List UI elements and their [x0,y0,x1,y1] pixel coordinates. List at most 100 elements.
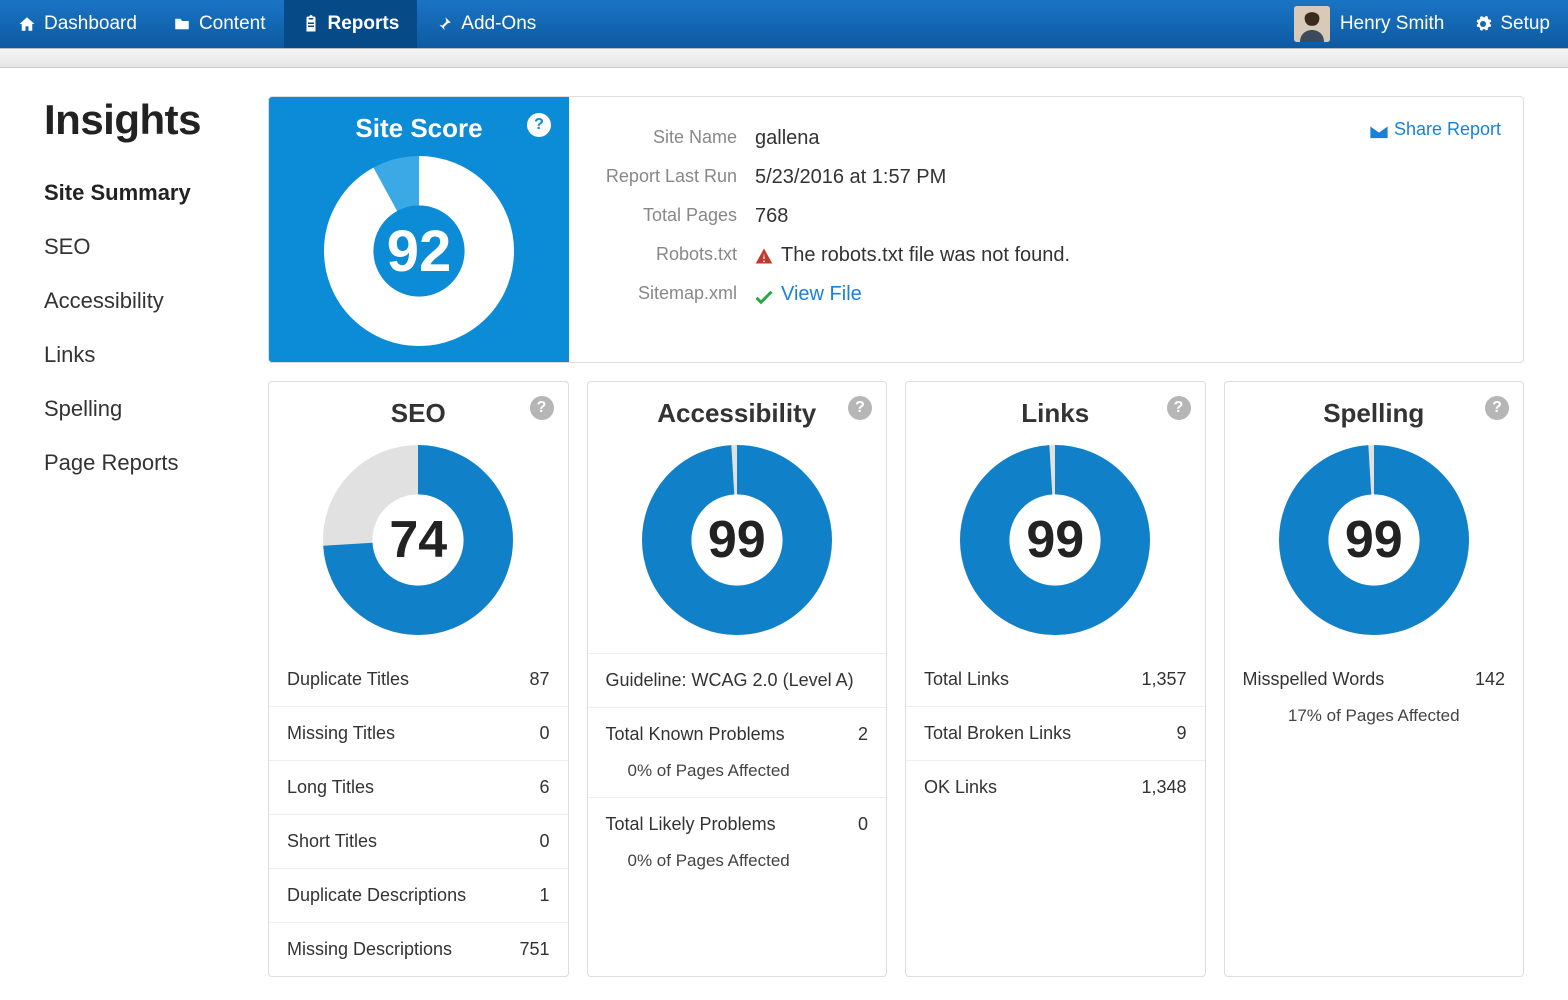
guideline-text: Guideline: WCAG 2.0 (Level A) [588,653,887,707]
site-score-donut: 92 [324,156,514,346]
score-donut: 74 [323,445,513,635]
card-footer: 17% of Pages Affected [1225,706,1524,742]
stat-label: Total Links [924,669,1009,690]
stat-row[interactable]: Short Titles 0 [269,814,568,868]
warning-icon [755,247,773,265]
stat-value: 142 [1475,669,1505,690]
sidebar-item-links[interactable]: Links [44,328,244,382]
check-icon [755,288,773,302]
sidebar-item-spelling[interactable]: Spelling [44,382,244,436]
stat-value: 0 [858,814,868,835]
pin-icon [435,15,453,33]
stat-row[interactable]: Total Known Problems2 [588,707,887,761]
help-icon[interactable]: ? [848,396,872,420]
sidebar: Insights Site SummarySEOAccessibilityLin… [44,96,244,977]
label-robots: Robots.txt [595,244,755,267]
card-title: SEO [391,398,446,429]
stat-label: Misspelled Words [1243,669,1385,690]
stat-label: Duplicate Titles [287,669,409,690]
card-title: Spelling [1323,398,1424,429]
avatar [1294,6,1330,42]
sidebar-item-seo[interactable]: SEO [44,220,244,274]
stat-row[interactable]: Misspelled Words 142 [1225,653,1524,706]
mail-icon [1370,123,1388,137]
help-icon[interactable]: ? [1167,396,1191,420]
user-name: Henry Smith [1340,13,1445,35]
stat-row[interactable]: Missing Titles 0 [269,706,568,760]
stat-value: 0 [539,831,549,852]
stat-row[interactable]: Duplicate Titles 87 [269,653,568,706]
score-value: 99 [1279,445,1469,635]
stat-label: Total Likely Problems [606,814,776,835]
score-donut: 99 [642,445,832,635]
sidebar-item-page-reports[interactable]: Page Reports [44,436,244,490]
value-total-pages: 768 [755,205,788,228]
sidebar-item-accessibility[interactable]: Accessibility [44,274,244,328]
stat-label: Duplicate Descriptions [287,885,466,906]
home-icon [18,15,36,33]
site-score-value: 92 [324,156,514,346]
stat-label: Missing Titles [287,723,395,744]
stat-row[interactable]: Total Links1,357 [906,653,1205,706]
stat-value: 1 [539,885,549,906]
stat-label: Total Broken Links [924,723,1071,744]
summary-panel: Site Score ? 92 Share Report Site Namega… [268,96,1524,363]
score-value: 99 [642,445,832,635]
help-icon[interactable]: ? [530,396,554,420]
help-icon[interactable]: ? [527,113,551,137]
nav-content[interactable]: Content [155,0,284,48]
nav-dashboard-label: Dashboard [44,13,137,35]
stat-value: 6 [539,777,549,798]
card-title: Accessibility [657,398,816,429]
stat-label: Missing Descriptions [287,939,452,960]
nav-setup-label: Setup [1500,13,1550,35]
score-value: 74 [323,445,513,635]
stat-sub: 0% of Pages Affected [588,851,887,887]
stat-row[interactable]: Missing Descriptions751 [269,922,568,976]
user-menu[interactable]: Henry Smith [1282,6,1457,42]
value-last-run: 5/23/2016 at 1:57 PM [755,166,946,189]
folder-icon [173,15,191,33]
sitemap-view-file-link[interactable]: View File [781,283,862,306]
share-report-link[interactable]: Share Report [1370,119,1501,140]
nav-dashboard[interactable]: Dashboard [0,0,155,48]
stat-label: Short Titles [287,831,377,852]
share-report-label: Share Report [1394,119,1501,140]
stat-value: 0 [539,723,549,744]
score-donut: 99 [960,445,1150,635]
stat-label: OK Links [924,777,997,798]
stat-value: 9 [1176,723,1186,744]
nav-content-label: Content [199,13,266,35]
stat-label: Long Titles [287,777,374,798]
nav-addons[interactable]: Add-Ons [417,0,554,48]
stat-value: 87 [529,669,549,690]
nav-reports[interactable]: Reports [284,0,418,48]
score-donut: 99 [1279,445,1469,635]
stat-row[interactable]: Long Titles 6 [269,760,568,814]
stat-label: Total Known Problems [606,724,785,745]
label-sitemap: Sitemap.xml [595,283,755,306]
score-value: 99 [960,445,1150,635]
stat-sub: 0% of Pages Affected [588,761,887,797]
stat-row[interactable]: Duplicate Descriptions 1 [269,868,568,922]
label-last-run: Report Last Run [595,166,755,189]
value-site-name: gallena [755,127,820,150]
topbar: Dashboard Content Reports Add-Ons Henry … [0,0,1568,48]
nav-setup[interactable]: Setup [1456,0,1568,48]
clipboard-icon [302,15,320,33]
help-icon[interactable]: ? [1485,396,1509,420]
card-links: Links?99Total Links1,357Total Broken Lin… [905,381,1206,977]
value-robots: The robots.txt file was not found. [781,244,1070,267]
stat-row[interactable]: Total Likely Problems 0 [588,797,887,851]
gear-icon [1474,15,1492,33]
stat-row[interactable]: Total Broken Links 9 [906,706,1205,760]
label-total-pages: Total Pages [595,205,755,228]
nav-reports-label: Reports [328,13,400,35]
label-site-name: Site Name [595,127,755,150]
sidebar-item-site-summary[interactable]: Site Summary [44,166,244,220]
stat-value: 1,348 [1141,777,1186,798]
card-accessibility: Accessibility? 99 Guideline: WCAG 2.0 (Lev… [587,381,888,977]
nav-addons-label: Add-Ons [461,13,536,35]
stat-row[interactable]: OK Links 1,348 [906,760,1205,814]
sub-toolbar [0,48,1568,68]
